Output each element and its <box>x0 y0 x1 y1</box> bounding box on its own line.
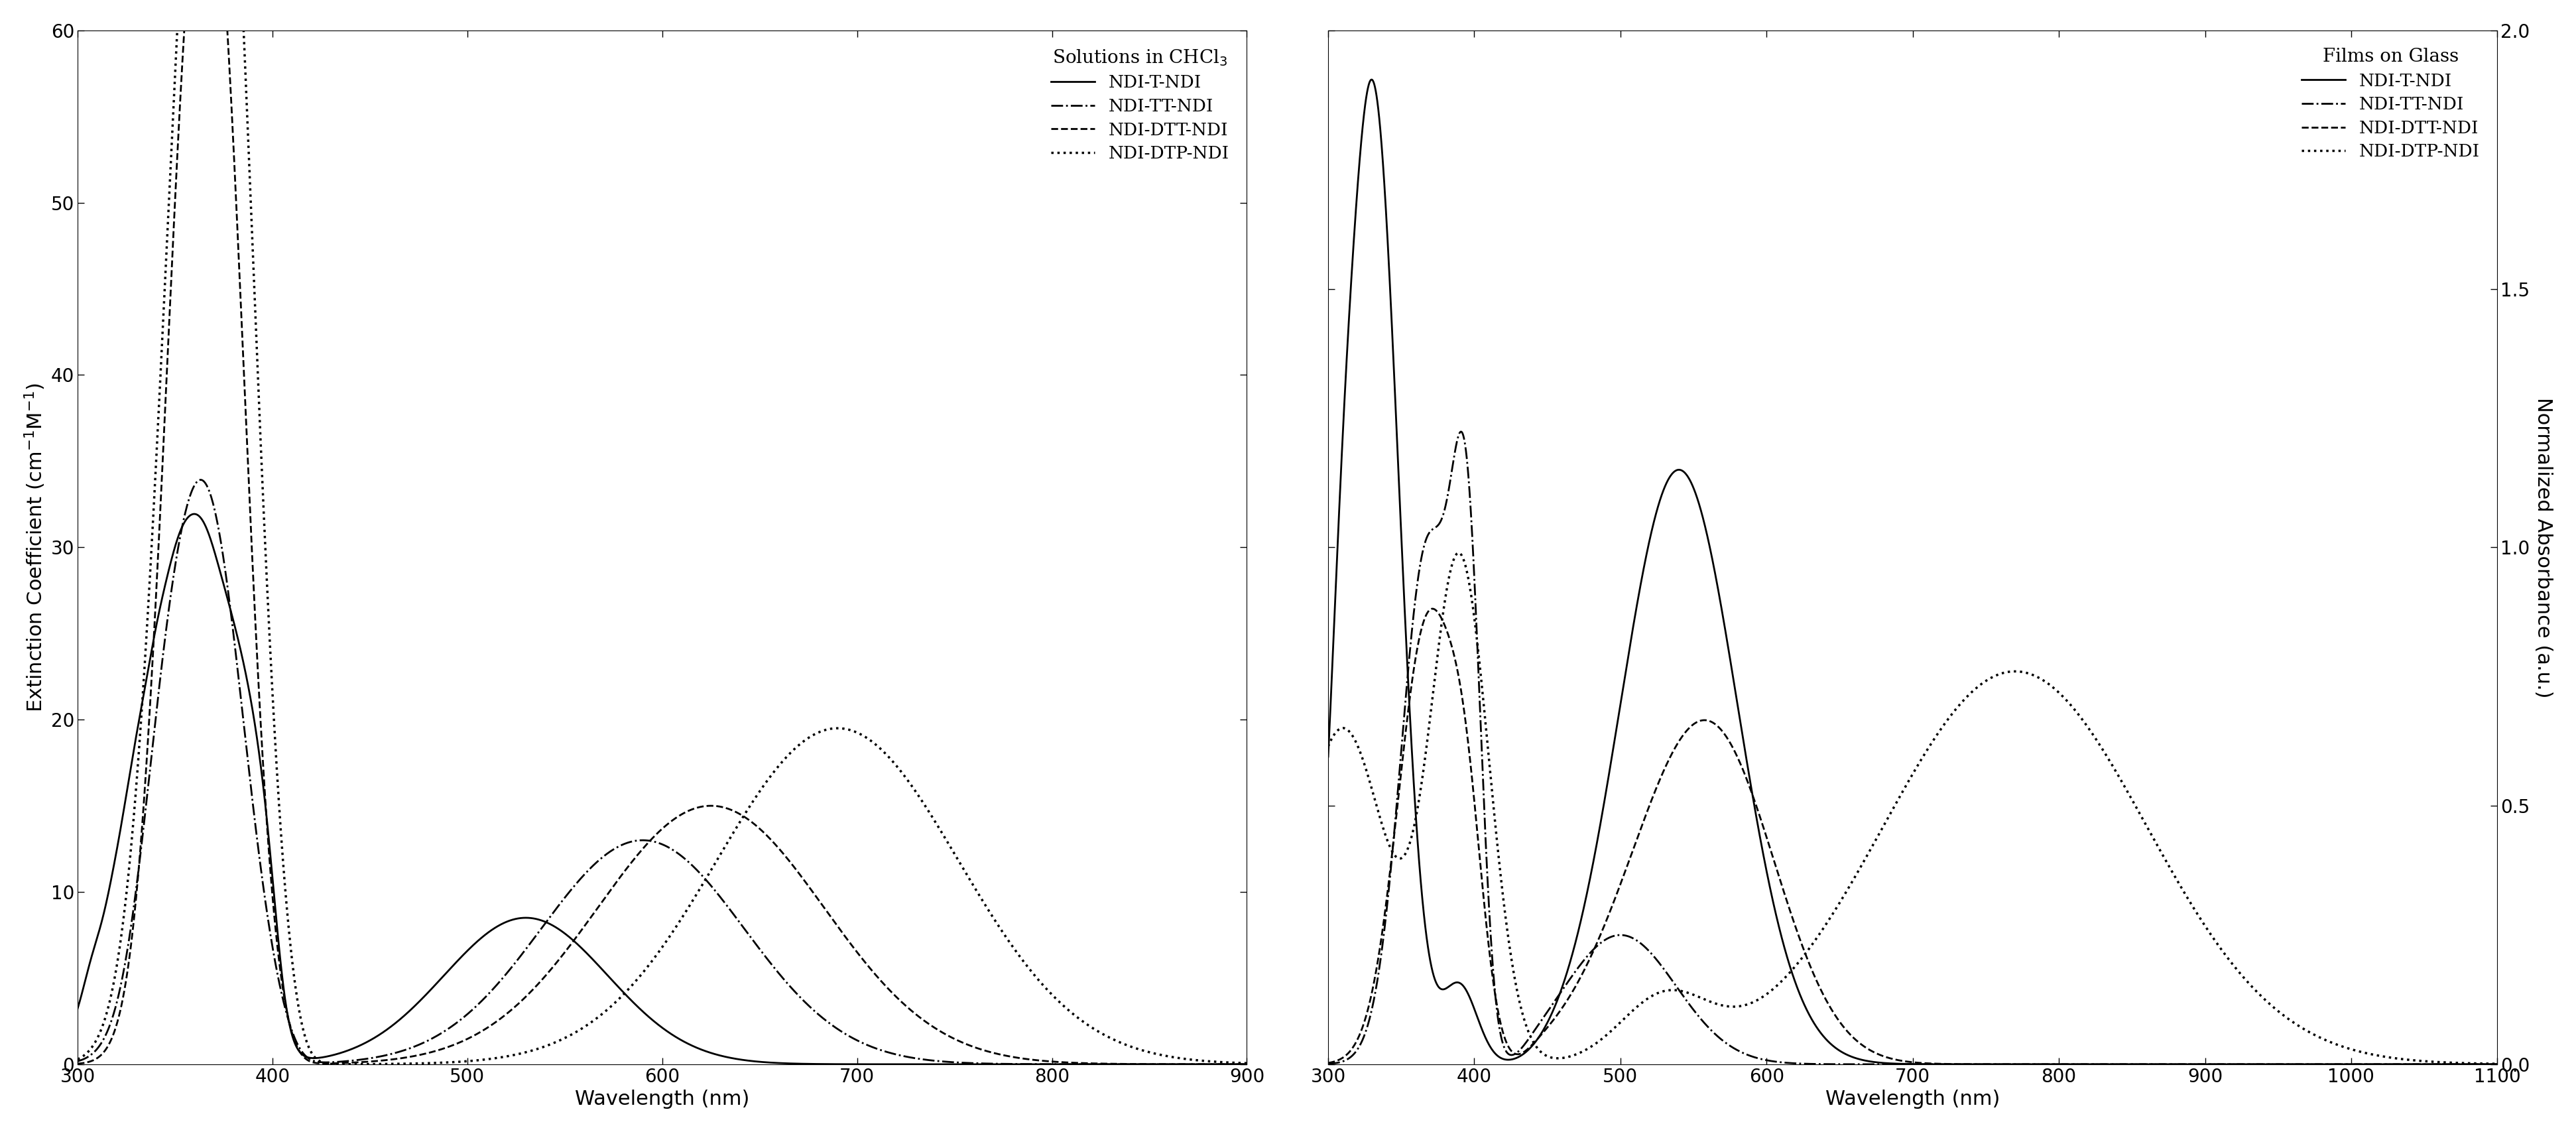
NDI-T-NDI <box>1231 1057 1262 1071</box>
NDI-DTP-NDI <box>510 1046 541 1060</box>
NDI-TT-NDI <box>276 1019 307 1032</box>
NDI-DTT-NDI <box>762 842 793 856</box>
NDI-DTT-NDI <box>1754 838 1785 851</box>
NDI-DTP-NDI <box>1314 739 1345 753</box>
Line: NDI-TT-NDI: NDI-TT-NDI <box>77 480 1247 1064</box>
NDI-TT-NDI <box>1589 933 1620 946</box>
NDI-DTP-NDI <box>1231 1056 1262 1070</box>
NDI-DTT-NDI <box>935 1030 966 1044</box>
NDI-TT-NDI <box>1584 937 1615 951</box>
NDI-T-NDI <box>762 1056 793 1070</box>
NDI-T-NDI <box>1597 748 1628 762</box>
NDI-TT-NDI <box>1754 1054 1785 1067</box>
NDI-DTT-NDI <box>822 920 853 934</box>
NDI-T-NDI <box>1355 72 1386 86</box>
NDI-TT-NDI <box>1837 1057 1868 1071</box>
X-axis label: Wavelength (nm): Wavelength (nm) <box>1826 1090 1999 1109</box>
NDI-DTT-NDI <box>1597 899 1628 912</box>
NDI-TT-NDI <box>185 473 216 487</box>
NDI-DTP-NDI <box>276 937 307 951</box>
NDI-TT-NDI <box>935 1055 966 1069</box>
NDI-DTP-NDI <box>1584 1034 1615 1047</box>
NDI-DTP-NDI <box>1023 975 1054 988</box>
NDI-DTP-NDI <box>765 758 796 772</box>
NDI-DTT-NDI <box>1837 1030 1868 1044</box>
Line: NDI-T-NDI: NDI-T-NDI <box>77 514 1247 1064</box>
NDI-DTT-NDI <box>2473 1057 2504 1071</box>
NDI-DTT-NDI <box>1314 1056 1345 1070</box>
NDI-T-NDI <box>1754 876 1785 890</box>
X-axis label: Wavelength (nm): Wavelength (nm) <box>574 1090 750 1109</box>
Legend: NDI-T-NDI, NDI-TT-NDI, NDI-DTT-NDI, NDI-DTP-NDI: NDI-T-NDI, NDI-TT-NDI, NDI-DTT-NDI, NDI-… <box>1043 40 1239 171</box>
NDI-DTP-NDI <box>822 721 853 735</box>
NDI-TT-NDI <box>1597 929 1628 943</box>
NDI-TT-NDI <box>822 1022 853 1036</box>
Line: NDI-DTP-NDI: NDI-DTP-NDI <box>77 0 1247 1064</box>
NDI-TT-NDI <box>2473 1057 2504 1071</box>
NDI-DTP-NDI <box>1589 1029 1620 1043</box>
NDI-T-NDI <box>822 1057 853 1071</box>
NDI-TT-NDI <box>2481 1057 2512 1071</box>
NDI-DTT-NDI <box>62 1057 93 1071</box>
Line: NDI-DTP-NDI: NDI-DTP-NDI <box>1329 552 2496 1064</box>
NDI-T-NDI <box>510 911 541 925</box>
NDI-T-NDI <box>2481 1057 2512 1071</box>
Line: NDI-DTT-NDI: NDI-DTT-NDI <box>77 0 1247 1064</box>
NDI-T-NDI <box>1589 784 1620 798</box>
NDI-DTT-NDI <box>1231 1057 1262 1071</box>
NDI-DTT-NDI <box>276 1020 307 1034</box>
NDI-DTT-NDI <box>510 992 541 1005</box>
NDI-TT-NDI <box>62 1054 93 1067</box>
Line: NDI-DTT-NDI: NDI-DTT-NDI <box>1329 609 2496 1064</box>
Y-axis label: Extinction Coefficient (cm$^{-1}$M$^{-1}$): Extinction Coefficient (cm$^{-1}$M$^{-1}… <box>23 383 46 712</box>
NDI-DTT-NDI <box>2481 1057 2512 1071</box>
NDI-DTP-NDI <box>2481 1057 2512 1071</box>
NDI-DTP-NDI <box>1837 875 1868 889</box>
Legend: NDI-T-NDI, NDI-TT-NDI, NDI-DTT-NDI, NDI-DTP-NDI: NDI-T-NDI, NDI-TT-NDI, NDI-DTT-NDI, NDI-… <box>2293 40 2488 169</box>
Line: NDI-TT-NDI: NDI-TT-NDI <box>1329 431 2496 1064</box>
NDI-T-NDI <box>2473 1057 2504 1071</box>
NDI-TT-NDI <box>1445 424 1476 438</box>
NDI-T-NDI <box>276 1021 307 1035</box>
Y-axis label: Normalized Absorbance (a.u.): Normalized Absorbance (a.u.) <box>2535 397 2553 697</box>
NDI-DTP-NDI <box>935 840 966 854</box>
Line: NDI-T-NDI: NDI-T-NDI <box>1329 79 2496 1064</box>
NDI-DTP-NDI <box>1754 986 1785 1000</box>
NDI-T-NDI <box>1584 821 1615 834</box>
NDI-T-NDI <box>62 1002 93 1015</box>
NDI-TT-NDI <box>1231 1057 1262 1071</box>
NDI-T-NDI <box>1023 1057 1054 1071</box>
NDI-DTT-NDI <box>1589 915 1620 928</box>
NDI-T-NDI <box>178 507 209 521</box>
NDI-DTT-NDI <box>1417 602 1448 616</box>
NDI-TT-NDI <box>1023 1057 1054 1071</box>
NDI-TT-NDI <box>510 944 541 958</box>
NDI-DTT-NDI <box>1023 1054 1054 1067</box>
NDI-DTP-NDI <box>2473 1057 2504 1071</box>
NDI-T-NDI <box>1837 1050 1868 1064</box>
NDI-DTP-NDI <box>62 1053 93 1066</box>
NDI-DTP-NDI <box>1597 1023 1628 1037</box>
NDI-T-NDI <box>1314 749 1345 763</box>
NDI-DTP-NDI <box>332 1057 363 1071</box>
NDI-TT-NDI <box>1314 1057 1345 1071</box>
NDI-DTT-NDI <box>1584 929 1615 943</box>
NDI-TT-NDI <box>762 967 793 980</box>
NDI-T-NDI <box>935 1057 966 1071</box>
NDI-DTP-NDI <box>1443 546 1473 559</box>
